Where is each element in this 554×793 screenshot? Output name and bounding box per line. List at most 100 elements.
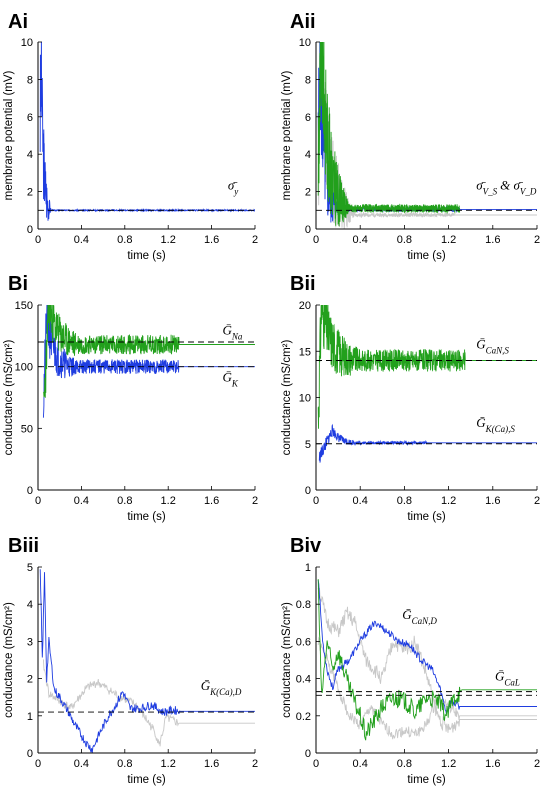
panel-biv: Biv 0 0.4 0.8 1.2 1.6 2 0 0.2 0.4 0.6 0.8 1 time (s) c…: [281, 535, 540, 786]
x-tick-label: 0.8: [117, 495, 132, 507]
y-tick-label: 4: [305, 149, 311, 161]
y-tick-label: 6: [27, 112, 33, 124]
x-tick-label: 0.8: [397, 758, 412, 770]
series-line: [318, 423, 537, 463]
y-tick-label: 8: [27, 74, 33, 86]
x-tick-label: 1.2: [161, 758, 176, 770]
panel-label: Biii: [8, 535, 39, 557]
y-tick-label: 2: [27, 187, 33, 199]
panel-label: Ai: [8, 11, 28, 33]
panel-aii: Aii 0 0.4 0.8 1.2 1.6 2 0 2 4 6 8 10 time (s) membrane…: [281, 11, 540, 262]
y-axis-label: conductance (mS/cm²): [281, 602, 293, 718]
series-line: [317, 42, 461, 227]
x-axis-label: time (s): [407, 774, 446, 786]
x-tick-label: 0: [313, 758, 319, 770]
x-tick-label: 0.4: [353, 234, 368, 246]
x-tick-label: 0: [313, 495, 319, 507]
y-tick-label: 0.4: [296, 674, 311, 686]
series-line: [317, 42, 537, 229]
panel-bi: Bi 0 0.4 0.8 1.2 1.6 2 0 50 100 150 time (s) conduct…: [3, 273, 258, 523]
y-tick-label: 10: [21, 37, 33, 49]
series-annotation: σ̄V_S & σ̄V_D: [476, 178, 537, 197]
y-tick-label: 10: [299, 37, 311, 49]
panel-biii: Biii 0 0.4 0.8 1.2 1.6 2 0 1 2 3 4 5 time (s) conducta…: [3, 535, 258, 786]
series-annotation: ḠCaL: [495, 668, 520, 687]
x-tick-label: 0.4: [353, 758, 368, 770]
x-tick-label: 2: [252, 234, 258, 246]
y-tick-label: 3: [27, 636, 33, 648]
panel-label: Biv: [290, 535, 322, 557]
x-tick-label: 1.6: [485, 758, 500, 770]
y-tick-label: 0.2: [296, 711, 311, 723]
series-line: [317, 636, 537, 740]
x-tick-label: 1.6: [485, 495, 500, 507]
x-tick-label: 1.2: [441, 234, 456, 246]
series-annotation: ḠCaN,S: [476, 336, 509, 355]
x-tick-label: 0.4: [74, 234, 89, 246]
y-tick-label: 1: [305, 562, 311, 574]
x-tick-label: 0: [35, 234, 41, 246]
x-tick-label: 1.6: [204, 758, 219, 770]
y-tick-label: 6: [305, 112, 311, 124]
x-axis-label: time (s): [127, 774, 166, 786]
x-tick-label: 2: [534, 495, 540, 507]
series-line: [317, 587, 537, 733]
y-tick-label: 100: [15, 362, 33, 374]
y-tick-label: 0: [305, 485, 311, 497]
x-tick-label: 0.4: [74, 758, 89, 770]
x-tick-label: 2: [252, 758, 258, 770]
y-tick-label: 2: [305, 187, 311, 199]
x-tick-label: 0.8: [397, 234, 412, 246]
x-axis-label: time (s): [127, 511, 166, 523]
x-tick-label: 2: [534, 234, 540, 246]
series-annotation: ḠK(Ca),S: [476, 415, 515, 434]
series-line: [42, 659, 255, 747]
y-tick-label: 4: [27, 599, 33, 611]
y-tick-label: 8: [305, 74, 311, 86]
x-tick-label: 1.2: [441, 495, 456, 507]
y-tick-label: 0: [305, 748, 311, 760]
series-line: [317, 305, 537, 429]
x-tick-label: 0: [35, 758, 41, 770]
x-tick-label: 0.8: [397, 495, 412, 507]
x-tick-label: 0.8: [117, 758, 132, 770]
y-axis-label: conductance (mS/cm²): [3, 339, 15, 455]
y-tick-label: 0.6: [296, 636, 311, 648]
y-tick-label: 1: [27, 711, 33, 723]
x-tick-label: 1.6: [204, 495, 219, 507]
x-tick-label: 1.6: [204, 234, 219, 246]
series-line: [39, 569, 255, 753]
y-axis-label: conductance (mS/cm²): [281, 339, 293, 455]
series-annotation: ḠNa: [222, 323, 242, 342]
y-tick-label: 5: [27, 562, 33, 574]
x-tick-label: 2: [252, 495, 258, 507]
y-tick-label: 0: [27, 485, 33, 497]
panel-label: Aii: [290, 11, 316, 33]
series-line: [42, 305, 255, 418]
series-annotation: ḠK: [222, 369, 238, 388]
y-axis-label: membrane potential (mV): [3, 70, 15, 200]
y-tick-label: 0.8: [296, 599, 311, 611]
series-annotation: ḠK(Ca),D: [201, 678, 242, 697]
x-axis-label: time (s): [407, 250, 446, 262]
series-annotation: ḠCaN,D: [402, 607, 437, 626]
series-line: [317, 579, 537, 715]
y-tick-label: 0: [27, 224, 33, 236]
x-axis-label: time (s): [407, 511, 446, 523]
series-annotation: σ̄y: [228, 178, 238, 197]
y-tick-label: 4: [27, 149, 33, 161]
y-tick-label: 50: [21, 423, 33, 435]
y-tick-label: 0: [27, 748, 33, 760]
x-axis-label: time (s): [127, 250, 166, 262]
x-tick-label: 1.6: [485, 234, 500, 246]
y-tick-label: 2: [27, 674, 33, 686]
x-tick-label: 2: [534, 758, 540, 770]
x-tick-label: 1.2: [161, 234, 176, 246]
y-tick-label: 20: [299, 300, 311, 312]
panel-ai: Ai 0 0.4 0.8 1.2 1.6 2 0 2 4 6 8 10 time (s) membrane …: [3, 11, 258, 262]
y-tick-label: 15: [299, 346, 311, 358]
y-axis-label: conductance (mS/cm²): [3, 602, 15, 718]
x-tick-label: 1.2: [441, 758, 456, 770]
y-tick-label: 150: [15, 300, 33, 312]
